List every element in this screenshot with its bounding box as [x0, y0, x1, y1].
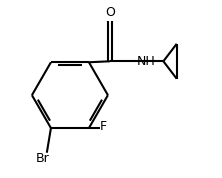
Text: Br: Br [35, 152, 49, 165]
Text: F: F [100, 121, 107, 134]
Text: NH: NH [137, 55, 155, 68]
Text: O: O [105, 6, 115, 19]
